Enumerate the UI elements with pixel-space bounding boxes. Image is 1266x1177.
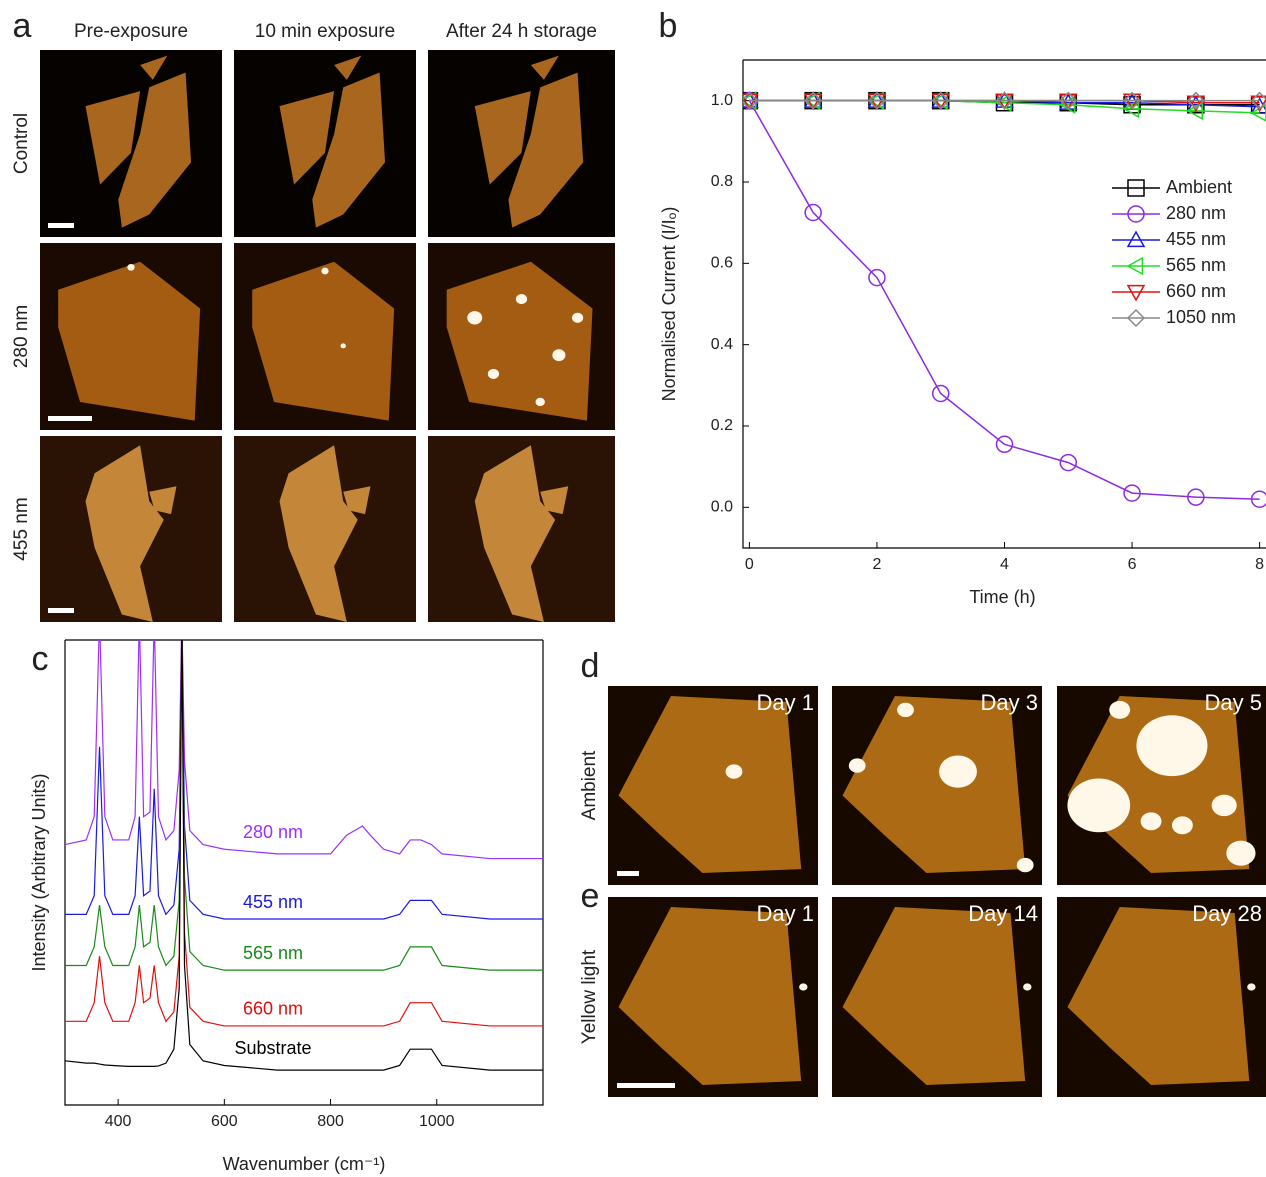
column-header: After 24 h storage xyxy=(446,21,597,42)
axes-frame xyxy=(743,60,1266,548)
scale-bar xyxy=(48,608,74,613)
panel-label: b xyxy=(659,7,678,45)
blob xyxy=(467,311,482,324)
blob xyxy=(849,758,866,772)
blob xyxy=(321,268,328,275)
scale-bar xyxy=(48,223,74,228)
blob xyxy=(340,343,345,348)
series-line xyxy=(65,617,543,1070)
blob xyxy=(897,703,914,717)
x-axis-label: Time (h) xyxy=(969,587,1035,607)
series-label: Substrate xyxy=(234,1038,311,1058)
x-tick-label: 1000 xyxy=(419,1113,455,1130)
legend-marker xyxy=(1128,286,1144,300)
blob xyxy=(1212,795,1237,816)
day-label: Day 5 xyxy=(1205,690,1262,715)
y-tick-label: 0.6 xyxy=(711,255,733,272)
blob xyxy=(1109,701,1130,719)
legend-label: 280 nm xyxy=(1166,203,1226,223)
day-label: Day 1 xyxy=(757,690,814,715)
legend-marker xyxy=(1128,232,1144,246)
blob xyxy=(1141,812,1162,830)
scale-bar xyxy=(617,1083,675,1088)
day-label: Day 28 xyxy=(1192,901,1262,926)
figure: a b c d e Pre-exposure 10 min exposure Aft… xyxy=(0,0,1266,1177)
y-tick-label: 0.8 xyxy=(711,173,733,190)
legend-label: 455 nm xyxy=(1166,229,1226,249)
row-label: Yellow light xyxy=(579,949,600,1044)
series-label: 280 nm xyxy=(243,822,303,842)
y-tick-label: 1.0 xyxy=(711,92,733,109)
row-label: Ambient xyxy=(579,750,600,820)
row-label: 455 nm xyxy=(11,497,32,560)
x-tick-label: 800 xyxy=(317,1113,344,1130)
blob xyxy=(552,349,565,361)
x-tick-label: 2 xyxy=(872,556,881,573)
blob xyxy=(488,369,499,379)
panel-label: a xyxy=(13,7,32,45)
y-tick-label: 0.0 xyxy=(711,499,733,516)
blob xyxy=(799,983,807,990)
series-line xyxy=(65,617,543,1026)
x-tick-label: 6 xyxy=(1128,556,1137,573)
row-label: 280 nm xyxy=(11,305,32,368)
blob xyxy=(1017,858,1034,872)
blob xyxy=(536,398,545,406)
blob xyxy=(1023,983,1031,990)
x-axis-label: Wavenumber (cm⁻¹) xyxy=(223,1154,386,1174)
blob xyxy=(1136,715,1207,776)
series-line xyxy=(65,617,543,859)
y-tick-label: 0.2 xyxy=(711,417,733,434)
blob xyxy=(1247,983,1255,990)
x-tick-label: 4 xyxy=(1000,556,1009,573)
blob xyxy=(572,313,583,323)
scale-bar xyxy=(48,416,92,421)
row-label: Control xyxy=(11,113,32,174)
scale-bar xyxy=(617,871,639,876)
blob xyxy=(939,755,977,787)
blob xyxy=(127,264,134,271)
column-header: 10 min exposure xyxy=(255,21,395,42)
blob xyxy=(516,294,527,304)
legend-label: 565 nm xyxy=(1166,255,1226,275)
y-axis-label: Normalised Current (I/Iₒ) xyxy=(659,207,679,402)
panel-label: d xyxy=(581,647,600,685)
series-label: 455 nm xyxy=(243,892,303,912)
panel-label: c xyxy=(32,640,49,678)
blob xyxy=(1172,816,1193,834)
x-tick-label: 8 xyxy=(1255,556,1264,573)
panel-label: e xyxy=(581,877,600,915)
blob xyxy=(726,764,743,778)
legend-label: 660 nm xyxy=(1166,281,1226,301)
plot-area xyxy=(65,617,543,1070)
day-label: Day 3 xyxy=(981,690,1038,715)
series-label: 660 nm xyxy=(243,999,303,1019)
day-label: Day 14 xyxy=(968,901,1038,926)
x-tick-label: 0 xyxy=(745,556,754,573)
y-tick-label: 0.4 xyxy=(711,336,733,353)
x-tick-label: 400 xyxy=(105,1113,132,1130)
x-tick-label: 600 xyxy=(211,1113,238,1130)
blob xyxy=(1067,779,1130,833)
series-label: 565 nm xyxy=(243,943,303,963)
day-label: Day 1 xyxy=(757,901,814,926)
legend-label: Ambient xyxy=(1166,177,1232,197)
blob xyxy=(1226,841,1255,866)
column-header: Pre-exposure xyxy=(74,21,188,42)
y-axis-label: Intensity (Arbitrary Units) xyxy=(29,773,49,971)
legend-label: 1050 nm xyxy=(1166,307,1236,327)
